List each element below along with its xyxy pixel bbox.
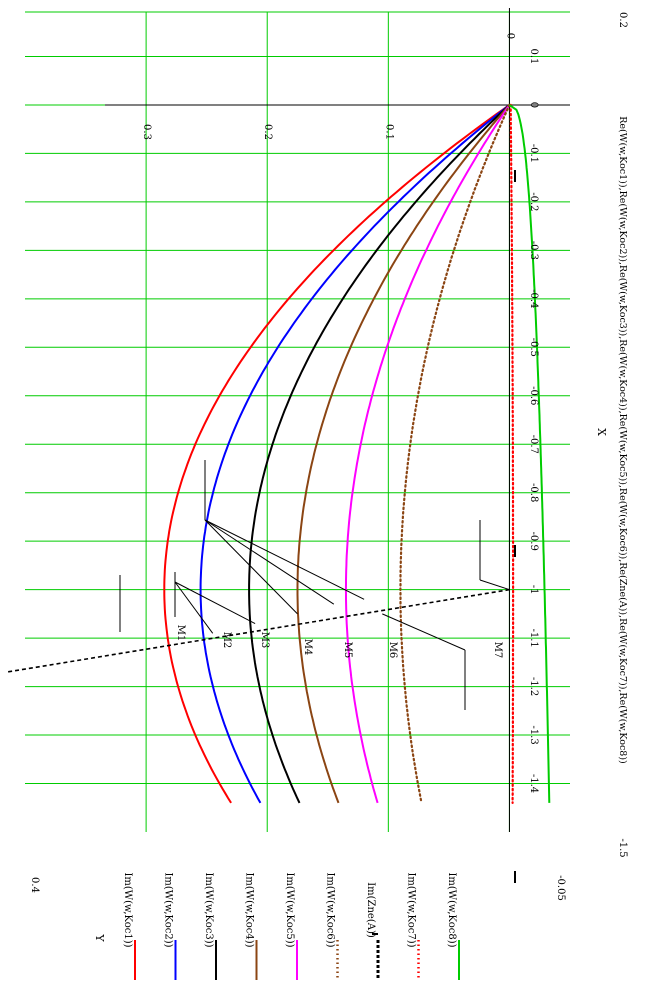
y-tick-label: 0 <box>504 33 515 39</box>
x-tick-label: -0.5 <box>528 338 539 357</box>
y-tick-label: 0.1 <box>383 124 394 140</box>
x-tick-label: -0.1 <box>528 144 539 163</box>
series-line-zne <box>6 588 510 673</box>
annotation-label-m6: M6 <box>387 642 398 659</box>
grid <box>25 11 570 832</box>
x-tick-label: -0.4 <box>528 289 539 308</box>
annotation-label-m2: M2 <box>221 632 232 649</box>
series-line-im-w-w-koc3- <box>248 104 511 804</box>
x-tick-label: 0 <box>528 102 539 108</box>
x-tick-label: -1.1 <box>528 628 539 647</box>
annotation-leader <box>204 519 365 600</box>
legend: Im(W(w,Koc1)) Im(W(w,Koc2)) Im(W(w,Koc3)) I… <box>122 872 460 980</box>
annotation-label-m7: M7 <box>492 642 503 659</box>
y-range-min: -0.05 <box>555 875 566 901</box>
annotations: M1 M2 M3 M4 M5 M6 M7 <box>119 460 510 710</box>
y-range-max: 0.4 <box>29 877 40 893</box>
y-tick-label: 0.3 <box>141 124 152 140</box>
y-axis-label: Y <box>93 933 106 942</box>
x-tick-label: 0.1 <box>528 49 539 65</box>
annotation-label-m1: M1 <box>175 625 186 642</box>
annotation-leader <box>174 581 214 634</box>
series-line-im-w-w-koc7- <box>509 103 515 805</box>
series-line-im-w-w-koc4- <box>296 104 511 804</box>
x-tick-label: -1.4 <box>528 774 539 793</box>
x-axis-expression: Re(W(w,Koc1)),Re(W(w,Koc2)),Re(W(w,Koc3)… <box>617 116 628 763</box>
curves <box>6 103 551 805</box>
legend-label: Im(W(w,Koc1)) <box>122 872 133 947</box>
legend-label: Im(Zne(A)) <box>365 882 376 938</box>
annotation-label-m5: M5 <box>342 642 353 659</box>
legend-label: Im(W(w,Koc3)) <box>203 872 214 947</box>
x-tick-label: -0.3 <box>528 241 539 260</box>
annotation-leader <box>479 579 510 591</box>
legend-label: Im(W(w,Koc4)) <box>244 872 255 947</box>
axes <box>105 8 570 832</box>
legend-label: Im(W(w,Koc5)) <box>284 872 295 947</box>
annotation-leader <box>204 519 298 615</box>
legend-label: Im(W(w,Koc8)) <box>446 872 457 947</box>
series-line-im-w-w-koc2- <box>199 104 511 804</box>
x-tick-label: -1.2 <box>528 677 539 696</box>
x-tick-label: -0.2 <box>528 192 539 211</box>
series-line-im-w-w-koc6- <box>399 103 511 805</box>
y-tick-label: 0.2 <box>262 124 273 140</box>
annotation-label-m4: M4 <box>302 639 313 656</box>
x-tick-label: -0.8 <box>528 483 539 502</box>
annotation-leader <box>174 581 256 625</box>
legend-label: Im(W(w,Koc2)) <box>163 872 174 947</box>
x-axis-label: X <box>595 428 608 436</box>
x-tick-label: -1 <box>528 585 539 595</box>
annotation-label-m3: M3 <box>259 632 270 649</box>
series-line-im-w-w-koc5- <box>344 104 511 804</box>
x-tick-label: -1.3 <box>528 725 539 744</box>
axis-labels: X Y -1.5 0.2 Re(W(w,Koc1)),Re(W(w,Koc2)),Re(… <box>29 12 628 942</box>
legend-label: Im(W(w,Koc7)) <box>406 872 417 947</box>
series-line-im-w-w-koc8- <box>508 104 551 803</box>
tick-labels: -1.4 -1.3 -1.2 -1.1 -1 -0.9 -0.8 -0.7 -0.6 -0.5 -0… <box>141 33 539 793</box>
legend-label: Im(W(w,Koc6)) <box>325 872 336 947</box>
x-tick-label: -0.6 <box>528 386 539 405</box>
x-tick-label: -0.7 <box>528 435 539 454</box>
annotation-leader <box>204 519 335 605</box>
x-range-max: 0.2 <box>617 12 628 28</box>
annotation-leader <box>382 613 466 651</box>
series-line-im-w-w-koc1- <box>163 104 510 804</box>
x-range-min: -1.5 <box>617 838 628 857</box>
x-tick-label: -0.9 <box>528 532 539 551</box>
